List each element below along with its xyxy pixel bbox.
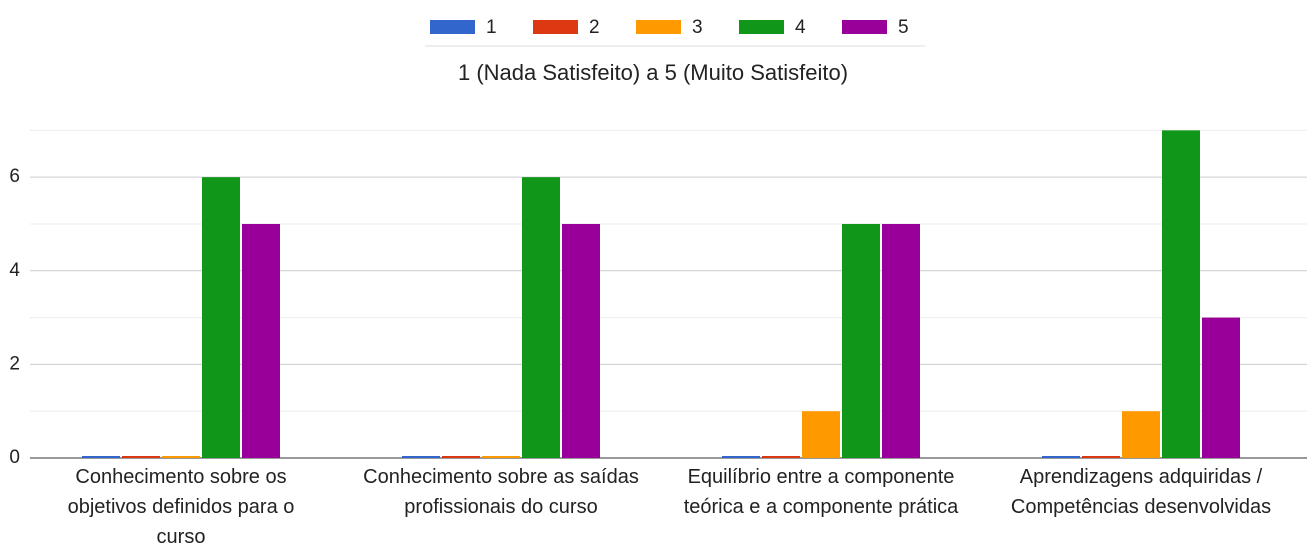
bar [882, 223, 920, 458]
x-tick-label: Aprendizagens adquiridas / Competências … [1010, 466, 1272, 518]
bar [1042, 456, 1080, 458]
bar [1162, 130, 1200, 458]
x-tick-label: Equilíbrio entre a componente teórica e … [683, 466, 959, 518]
bar [442, 456, 480, 458]
bar [802, 411, 840, 458]
legend-label: 3 [692, 17, 703, 38]
x-tick-label: Conhecimento sobre as saídas profissiona… [363, 466, 639, 518]
legend-swatch [636, 20, 681, 34]
chart-title: 1 (Nada Satisfeito) a 5 (Muito Satisfeit… [458, 60, 848, 85]
bar [1202, 317, 1240, 458]
legend-label: 1 [486, 17, 497, 38]
bar [1122, 411, 1160, 458]
legend-label: 5 [898, 17, 909, 38]
legend-swatch [842, 20, 887, 34]
bar [162, 456, 200, 458]
bar [202, 177, 240, 458]
bar [722, 456, 760, 458]
y-tick-label: 6 [9, 166, 20, 187]
legend-swatch [739, 20, 784, 34]
bar [842, 223, 880, 458]
legend-swatch [430, 20, 475, 34]
bar [122, 456, 160, 458]
bar [1082, 456, 1120, 458]
bar [482, 456, 520, 458]
x-tick-label: Conhecimento sobre os objetivos definido… [67, 466, 295, 547]
bar [82, 456, 120, 458]
bar [522, 177, 560, 458]
legend-label: 2 [589, 17, 600, 38]
bar [562, 223, 600, 458]
legend-swatch [533, 20, 578, 34]
y-tick-label: 4 [9, 260, 20, 281]
bar [402, 456, 440, 458]
bar [762, 456, 800, 458]
legend-label: 4 [795, 17, 806, 38]
y-tick-label: 2 [9, 353, 20, 374]
y-tick-label: 0 [9, 447, 20, 468]
bar [242, 223, 280, 458]
